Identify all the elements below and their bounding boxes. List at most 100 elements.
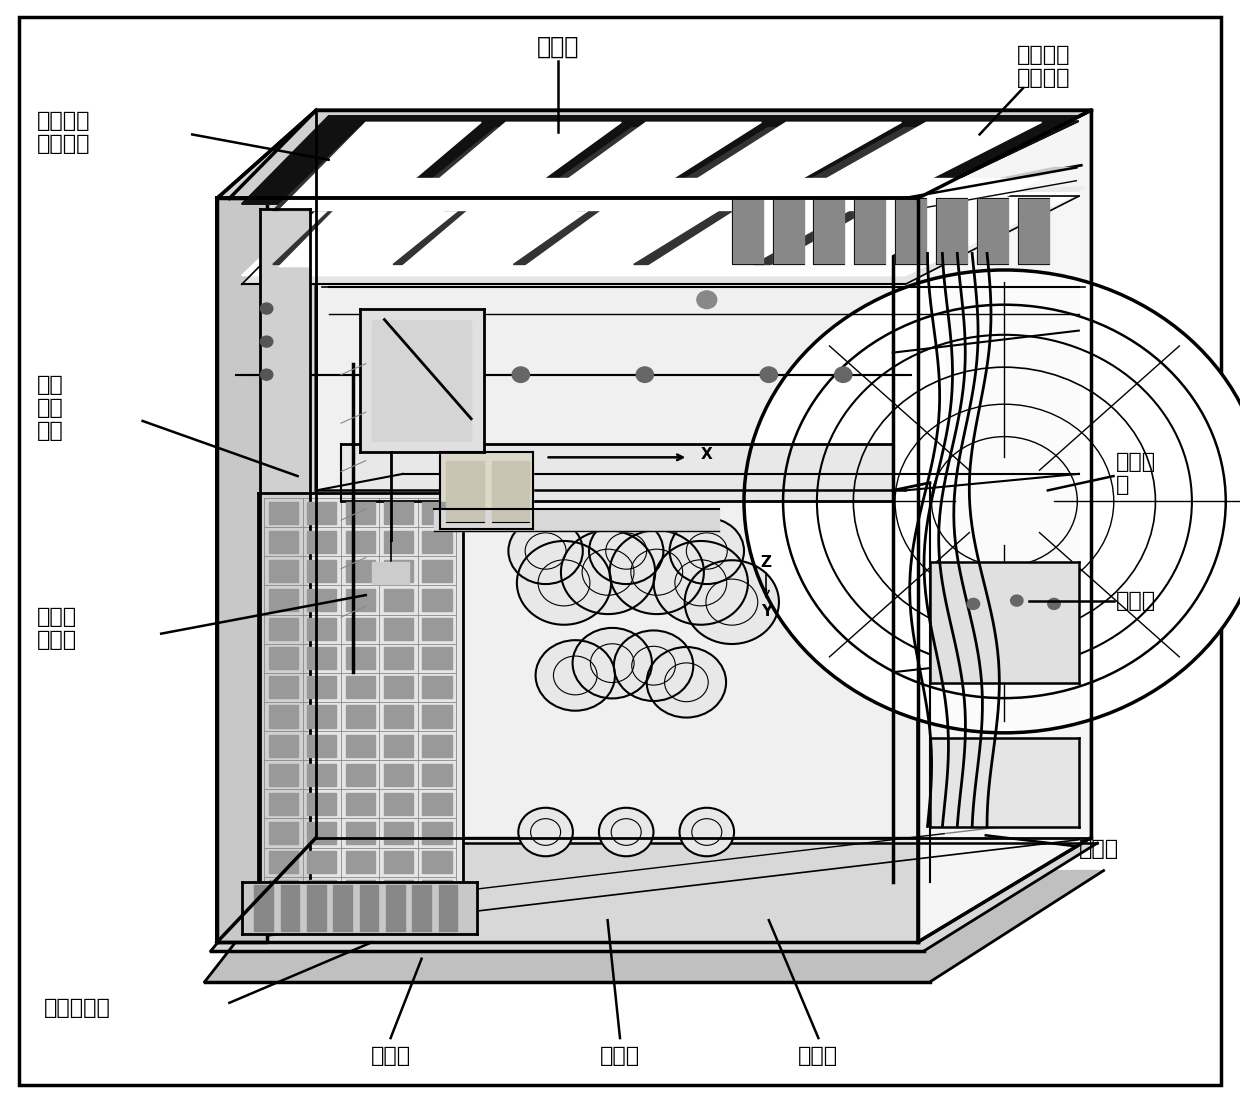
Polygon shape (308, 880, 336, 903)
Polygon shape (434, 509, 719, 531)
Polygon shape (732, 198, 763, 264)
Polygon shape (525, 179, 761, 267)
Polygon shape (280, 885, 299, 931)
Polygon shape (423, 822, 451, 844)
Text: Y: Y (761, 604, 771, 619)
Text: 样本区: 样本区 (371, 1046, 410, 1066)
Polygon shape (260, 209, 310, 931)
Polygon shape (269, 588, 298, 612)
Polygon shape (308, 851, 336, 873)
Circle shape (260, 303, 273, 314)
Polygon shape (346, 618, 374, 640)
Polygon shape (269, 531, 298, 553)
Polygon shape (492, 461, 529, 522)
Polygon shape (525, 122, 761, 210)
Polygon shape (242, 193, 1079, 276)
Polygon shape (918, 110, 1091, 942)
Polygon shape (513, 182, 704, 264)
Polygon shape (384, 705, 413, 727)
Polygon shape (205, 871, 1104, 982)
Polygon shape (384, 560, 413, 582)
Polygon shape (242, 121, 1079, 204)
Polygon shape (279, 122, 481, 210)
Polygon shape (412, 885, 432, 931)
Polygon shape (423, 560, 451, 582)
Polygon shape (423, 647, 451, 669)
Text: 洗针区: 洗针区 (537, 34, 579, 58)
Circle shape (512, 367, 529, 382)
Circle shape (589, 518, 663, 584)
Polygon shape (945, 198, 1079, 835)
Circle shape (636, 367, 653, 382)
Polygon shape (217, 110, 316, 942)
Polygon shape (308, 501, 336, 523)
Polygon shape (273, 182, 432, 264)
Circle shape (536, 640, 615, 711)
Polygon shape (211, 843, 1097, 951)
Polygon shape (269, 851, 298, 873)
Polygon shape (308, 735, 336, 757)
Circle shape (967, 598, 980, 609)
Polygon shape (384, 647, 413, 669)
Polygon shape (346, 647, 374, 669)
Polygon shape (754, 128, 976, 210)
Polygon shape (423, 792, 451, 815)
Polygon shape (402, 179, 621, 267)
Polygon shape (269, 705, 298, 727)
Polygon shape (346, 588, 374, 612)
Polygon shape (384, 618, 413, 640)
Text: Z: Z (761, 554, 771, 570)
Circle shape (760, 367, 777, 382)
Polygon shape (334, 885, 352, 931)
Circle shape (599, 808, 653, 856)
Text: X: X (701, 446, 712, 462)
Polygon shape (384, 792, 413, 815)
Polygon shape (423, 618, 451, 640)
Polygon shape (384, 677, 413, 699)
Text: 测量区: 测量区 (1079, 839, 1118, 858)
Polygon shape (242, 121, 1079, 204)
Polygon shape (269, 501, 298, 523)
Circle shape (614, 630, 693, 701)
Polygon shape (308, 588, 336, 612)
Polygon shape (269, 677, 298, 699)
Polygon shape (269, 647, 298, 669)
Polygon shape (308, 792, 336, 815)
Polygon shape (423, 677, 451, 699)
Circle shape (653, 541, 748, 625)
Polygon shape (346, 560, 374, 582)
Polygon shape (1018, 198, 1049, 264)
Polygon shape (854, 198, 885, 264)
Polygon shape (773, 198, 804, 264)
Polygon shape (269, 560, 298, 582)
Polygon shape (346, 735, 374, 757)
Text: 试剂区: 试剂区 (600, 1046, 640, 1066)
Polygon shape (930, 738, 1079, 826)
Circle shape (560, 530, 655, 614)
Polygon shape (440, 452, 533, 529)
Polygon shape (423, 531, 451, 553)
Polygon shape (634, 182, 839, 264)
Polygon shape (384, 531, 413, 553)
Polygon shape (346, 792, 374, 815)
Polygon shape (258, 493, 463, 911)
Polygon shape (308, 705, 336, 727)
Polygon shape (770, 122, 1042, 210)
Polygon shape (269, 822, 298, 844)
Polygon shape (346, 705, 374, 727)
Circle shape (260, 369, 273, 380)
Polygon shape (423, 735, 451, 757)
Polygon shape (930, 562, 1079, 683)
Polygon shape (754, 182, 976, 264)
Polygon shape (647, 179, 901, 267)
Text: 运杯机
构: 运杯机 构 (1116, 452, 1156, 496)
Circle shape (670, 518, 744, 584)
Polygon shape (439, 885, 458, 931)
Polygon shape (279, 179, 481, 267)
Text: 试剂分
注机构: 试剂分 注机构 (37, 606, 77, 650)
Polygon shape (242, 116, 1079, 204)
Polygon shape (372, 320, 471, 441)
Text: 预温区: 预温区 (1116, 591, 1156, 611)
Polygon shape (423, 851, 451, 873)
Polygon shape (446, 461, 484, 522)
